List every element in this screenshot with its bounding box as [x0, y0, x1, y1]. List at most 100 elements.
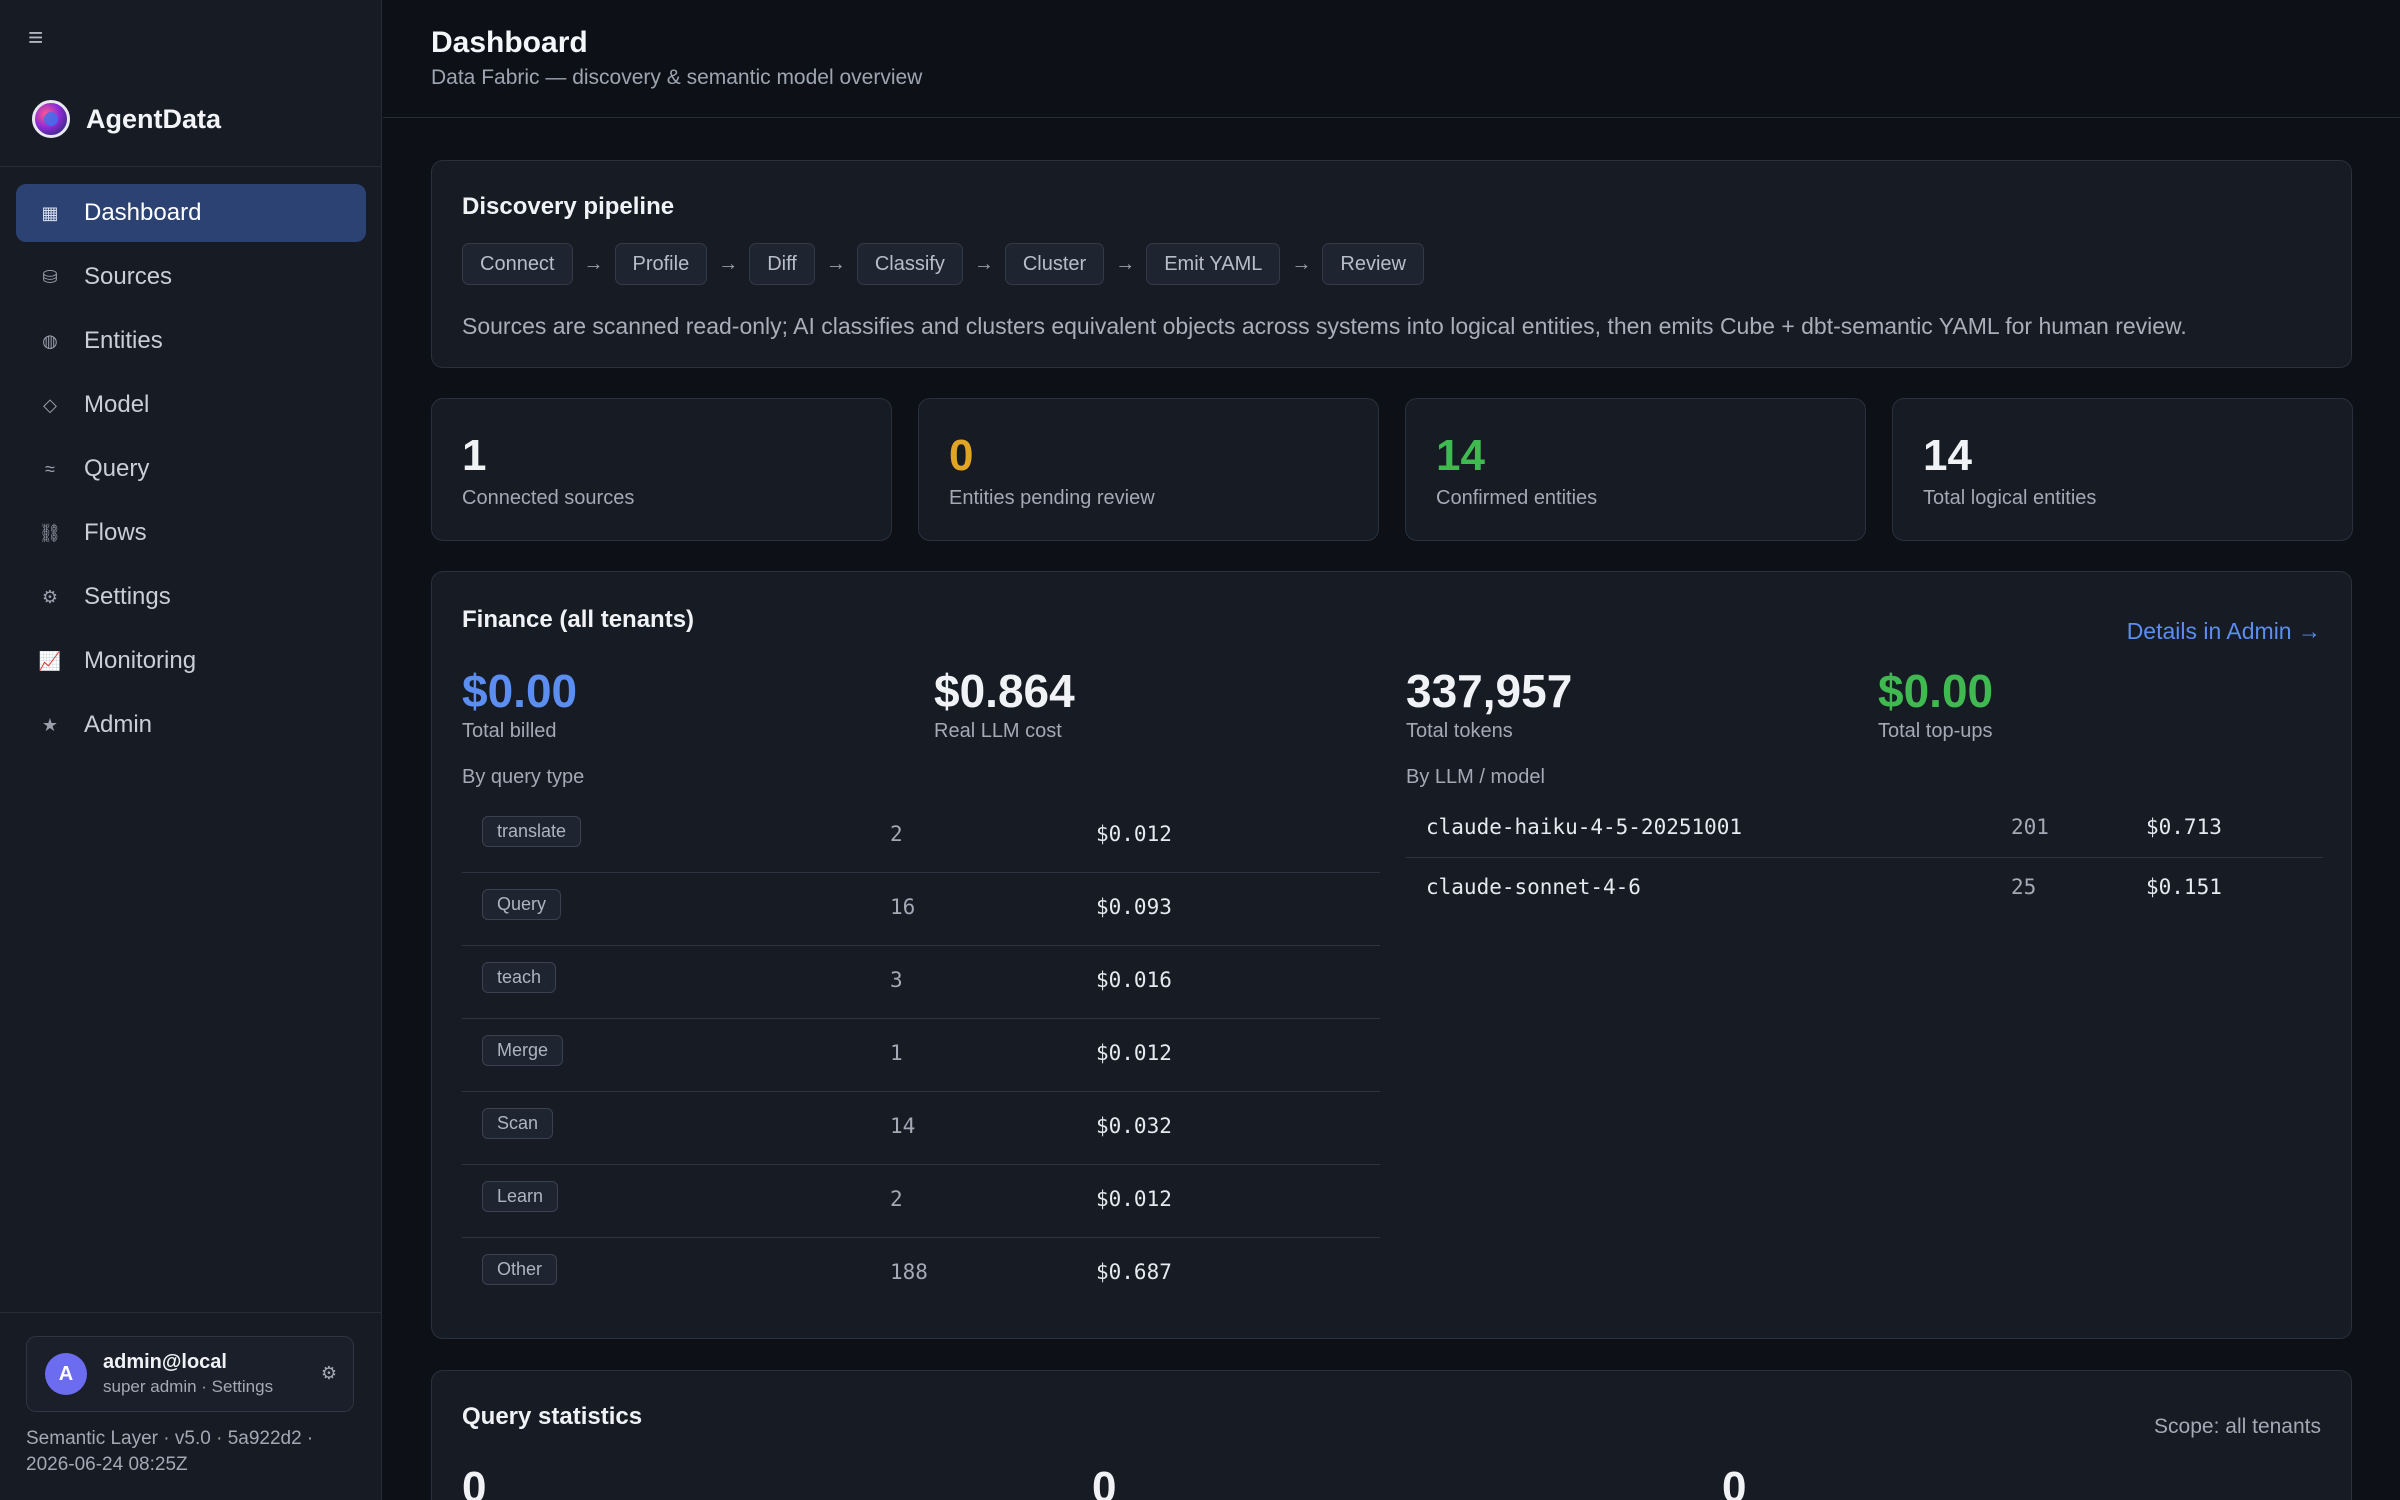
- arrow-right-icon: →: [973, 252, 994, 275]
- arrow-right-icon: →: [1115, 252, 1136, 275]
- model-cost: $0.713: [2146, 815, 2222, 839]
- stat-value: 0: [949, 431, 974, 480]
- query-stat-value: 0: [1722, 1463, 1747, 1500]
- page-subtitle: Data Fabric — discovery & semantic model…: [431, 66, 923, 89]
- pipeline-title: Discovery pipeline: [462, 193, 675, 220]
- pipeline-steps: Connect → Profile → Diff → Classify → Cluster → Em…: [462, 243, 1424, 285]
- star-icon: ★: [41, 714, 59, 735]
- brand[interactable]: AgentData: [32, 98, 221, 140]
- query-cost: $0.012: [1096, 1187, 1172, 1211]
- database-icon: ⛁: [42, 266, 58, 287]
- sidebar-item-label: Query: [84, 455, 150, 482]
- brand-name: AgentData: [86, 103, 222, 134]
- query-cost: $0.687: [1096, 1260, 1172, 1284]
- pipeline-step-connect: Connect: [462, 243, 573, 285]
- user-name: admin@local: [103, 1351, 227, 1373]
- stat-value: 14: [1923, 431, 1972, 480]
- dashboard-icon: ▦: [41, 202, 59, 223]
- version-info: Semantic Layer · v5.0 · 5a922d2 · 2026-0…: [26, 1426, 366, 1478]
- query-type-table: translate 2 $0.012 Query 16 $0.093 teach 3 $0.01…: [462, 800, 1380, 1311]
- page-header: Dashboard Data Fabric — discovery & sema…: [383, 0, 2400, 118]
- sidebar-item-sources[interactable]: ⛁ Sources: [16, 248, 366, 306]
- hamburger-menu-icon[interactable]: ≡: [28, 22, 44, 52]
- arrow-right-icon: →: [1291, 252, 1312, 275]
- stat-value: 14: [1436, 431, 1485, 480]
- by-query-type-label: By query type: [462, 766, 585, 788]
- sidebar-item-dashboard[interactable]: ▦ Dashboard: [16, 184, 366, 242]
- table-row: Query 16 $0.093: [462, 873, 1380, 946]
- query-count: 1: [890, 1041, 903, 1065]
- sidebar-footer-divider: [0, 1312, 382, 1313]
- query-statistics-card: Query statistics Scope: all tenants 0 0 …: [431, 1370, 2352, 1500]
- user-settings-gear-icon[interactable]: ⚙: [320, 1363, 337, 1383]
- metric-value: $0.864: [934, 665, 1075, 717]
- pipeline-description: Sources are scanned read-only; AI classi…: [462, 313, 2187, 339]
- sidebar-item-label: Flows: [84, 519, 147, 546]
- avatar: A: [45, 1353, 87, 1395]
- finance-card: Finance (all tenants) Details in Admin →…: [431, 571, 2352, 1339]
- query-cost: $0.012: [1096, 1041, 1172, 1065]
- arrow-right-icon: →: [825, 252, 846, 275]
- query-type-badge: Scan: [482, 1108, 554, 1139]
- by-model-label: By LLM / model: [1406, 766, 1545, 788]
- sidebar-item-label: Settings: [84, 583, 171, 610]
- query-type-badge: Other: [482, 1254, 558, 1285]
- sidebar-item-monitoring[interactable]: 📈 Monitoring: [16, 632, 366, 690]
- stat-label: Confirmed entities: [1436, 487, 1598, 509]
- version-timestamp: 2026-06-24 08:25Z: [26, 1454, 188, 1475]
- arrow-right-icon: →: [583, 252, 604, 275]
- metric-label: Total billed: [462, 720, 557, 742]
- sidebar-item-query[interactable]: ≈ Query: [16, 440, 366, 498]
- details-in-admin-link[interactable]: Details in Admin →: [2126, 618, 2321, 644]
- stat-card-pending-review[interactable]: 0 Entities pending review: [918, 398, 1379, 541]
- arrow-right-icon: →: [718, 252, 739, 275]
- query-type-badge: Merge: [482, 1035, 564, 1066]
- query-count: 188: [890, 1260, 928, 1284]
- metric-label: Total top-ups: [1878, 720, 1993, 742]
- stat-card-confirmed-entities[interactable]: 14 Confirmed entities: [1405, 398, 1866, 541]
- page-title: Dashboard: [431, 26, 588, 59]
- sidebar-item-label: Model: [84, 391, 150, 418]
- query-type-badge: Query: [482, 889, 562, 920]
- diamond-icon: ◇: [43, 394, 57, 415]
- table-row: Scan 14 $0.032: [462, 1092, 1380, 1165]
- table-row: Merge 1 $0.012: [462, 1019, 1380, 1092]
- sidebar: ≡ AgentData ▦ Dashboard ⛁ Sources ◍ Entities ◇…: [0, 0, 382, 1500]
- sidebar-item-label: Monitoring: [84, 647, 197, 674]
- table-row: Other 188 $0.687: [462, 1238, 1380, 1311]
- query-count: 16: [890, 895, 916, 919]
- metric-label: Real LLM cost: [934, 720, 1062, 742]
- sidebar-item-entities[interactable]: ◍ Entities: [16, 312, 366, 370]
- metric-total-top-ups: $0.00 Total top-ups: [1878, 664, 1993, 743]
- stat-card-total-entities[interactable]: 14 Total logical entities: [1892, 398, 2353, 541]
- sidebar-nav: ▦ Dashboard ⛁ Sources ◍ Entities ◇ Model ≈ Query ⛓…: [16, 184, 366, 760]
- user-card[interactable]: A admin@local super admin · Settings ⚙: [26, 1336, 354, 1412]
- stat-label: Total logical entities: [1923, 487, 2097, 509]
- query-count: 14: [890, 1114, 916, 1138]
- query-stat-value: 0: [462, 1463, 487, 1500]
- discovery-pipeline-card: Discovery pipeline Connect → Profile → Diff →…: [431, 160, 2352, 368]
- stat-value: 1: [462, 431, 487, 480]
- sidebar-item-flows[interactable]: ⛓ Flows: [16, 504, 366, 562]
- query-cost: $0.012: [1096, 822, 1172, 846]
- entities-icon: ◍: [42, 330, 58, 351]
- pipeline-step-profile: Profile: [614, 243, 708, 285]
- query-count: 2: [890, 1187, 903, 1211]
- model-count: 201: [2011, 815, 2049, 839]
- query-count: 3: [890, 968, 903, 992]
- query-stat-value: 0: [1092, 1463, 1117, 1500]
- query-count: 2: [890, 822, 903, 846]
- sidebar-item-settings[interactable]: ⚙ Settings: [16, 568, 366, 626]
- sidebar-item-admin[interactable]: ★ Admin: [16, 696, 366, 754]
- stat-card-connected-sources[interactable]: 1 Connected sources: [431, 398, 892, 541]
- stat-label: Entities pending review: [949, 487, 1155, 509]
- model-cost: $0.151: [2146, 875, 2222, 899]
- query-cost: $0.032: [1096, 1114, 1172, 1138]
- sidebar-item-label: Admin: [84, 711, 153, 738]
- metric-total-billed: $0.00 Total billed: [462, 664, 577, 743]
- pipeline-step-diff: Diff: [749, 243, 815, 285]
- table-row: teach 3 $0.016: [462, 946, 1380, 1019]
- model-name: claude-sonnet-4-6: [1426, 875, 1641, 899]
- sidebar-item-model[interactable]: ◇ Model: [16, 376, 366, 434]
- metric-value: $0.00: [462, 665, 578, 717]
